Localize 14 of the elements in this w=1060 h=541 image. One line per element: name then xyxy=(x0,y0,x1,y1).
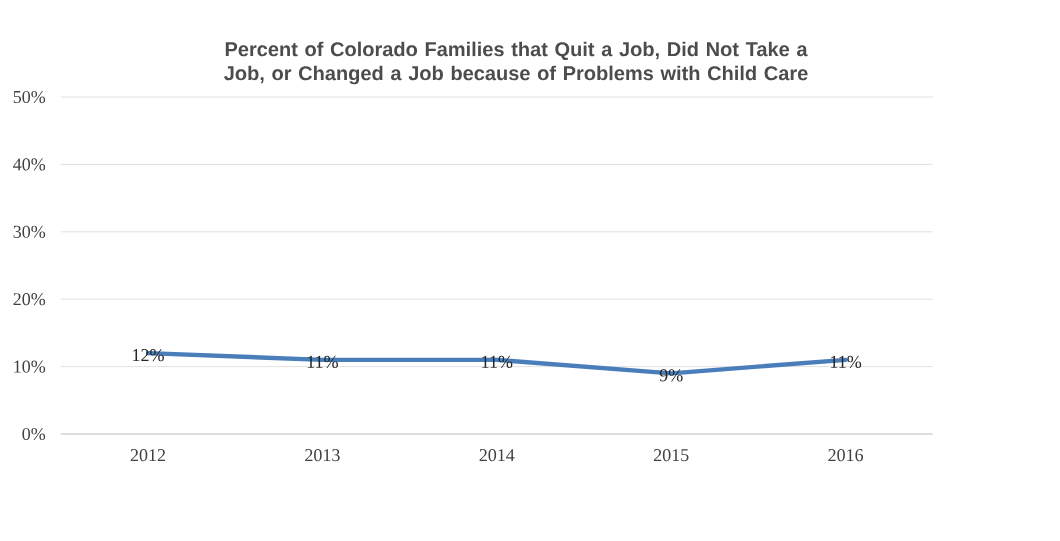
x-tick-label: 2015 xyxy=(653,449,689,462)
data-label: 12% xyxy=(133,349,164,362)
y-tick-label: 30% xyxy=(13,225,46,238)
x-tick-label: 2016 xyxy=(828,449,864,462)
data-label: 11% xyxy=(831,355,862,368)
x-tick-label: 2014 xyxy=(479,449,515,462)
chart-title: Percent of Colorado Families that Quit a Job, Did Not Take a Job, or Changed a Job because of Problems with Child Care xyxy=(224,41,808,85)
x-tick-label: 2012 xyxy=(130,449,165,462)
x-tick-label: 2013 xyxy=(305,449,340,462)
y-tick-label: 10% xyxy=(14,360,46,373)
y-tick-label: 20% xyxy=(13,293,46,306)
y-tick-label: 0% xyxy=(22,427,46,441)
y-tick-label: 50% xyxy=(13,90,46,104)
y-tick-label: 40% xyxy=(13,158,46,171)
